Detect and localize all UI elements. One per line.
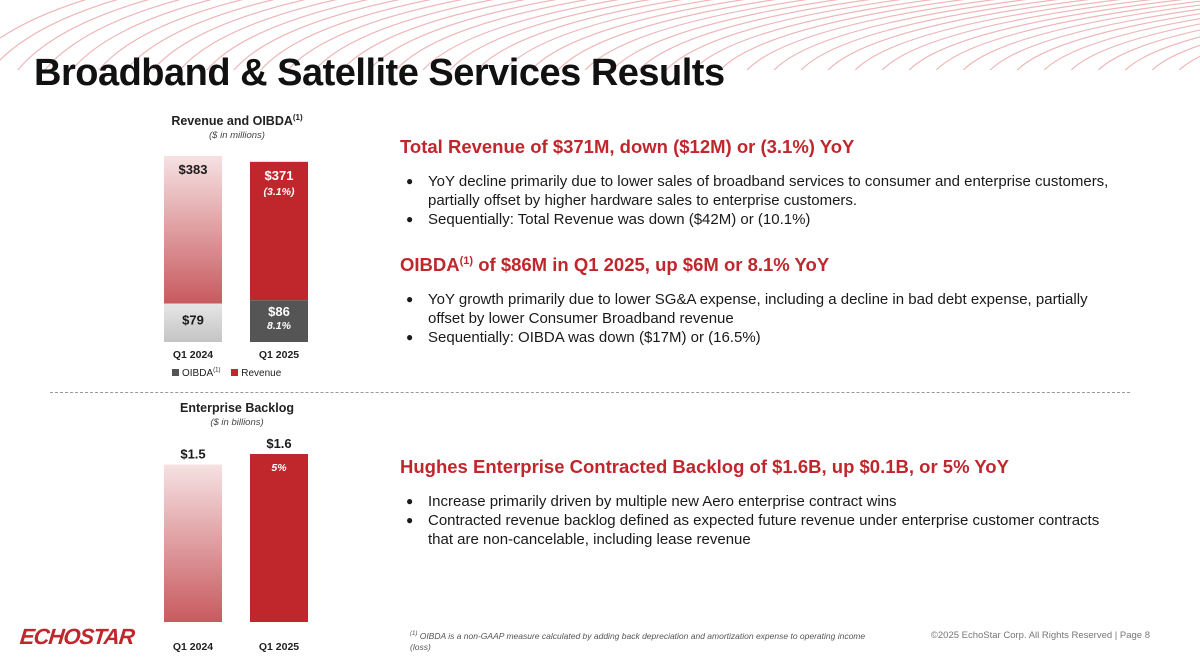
wave-line	[449, 0, 652, 70]
wave-line	[908, 0, 1184, 70]
wave-line	[71, 0, 212, 70]
x-tick-label: Q1 2024	[173, 641, 213, 653]
wave-line	[395, 0, 589, 70]
oibda-section: OIBDA(1) of $86M in Q1 2025, up $6M or 8…	[400, 254, 1120, 347]
backlog-data-label: $1.6	[266, 436, 291, 451]
backlog-bar	[164, 464, 222, 622]
oibda-bar	[250, 300, 308, 342]
legend-swatch-revenue	[231, 369, 239, 377]
wave-line	[44, 0, 181, 70]
wave-line	[1124, 36, 1200, 70]
backlog-heading: Hughes Enterprise Contracted Backlog of …	[400, 456, 1009, 477]
echostar-logo: ECHOSTAR	[18, 624, 136, 649]
bullet-item: YoY growth primarily due to lower SG&A e…	[400, 290, 1120, 328]
wave-line	[638, 0, 871, 70]
revenue-change-label: (3.1%)	[264, 186, 295, 198]
wave-line	[0, 0, 87, 39]
x-tick-label: Q1 2025	[259, 641, 299, 653]
bullet-item: Contracted revenue backlog defined as ex…	[400, 511, 1120, 549]
wave-line	[773, 0, 1028, 70]
wave-line	[530, 0, 746, 70]
bullet-item: Sequentially: Total Revenue was down ($4…	[400, 210, 1120, 229]
revenue-chart-header: Revenue and OIBDA(1) ($ in millions)	[137, 113, 337, 141]
wave-line	[827, 0, 1090, 70]
legend-item-oibda: OIBDA(1)	[172, 368, 220, 379]
revenue-chart-subtitle: ($ in millions)	[209, 130, 265, 142]
wave-line	[17, 0, 150, 70]
oibda-bar	[164, 303, 222, 342]
footnote: (1) OIBDA is a non-GAAP measure calculat…	[410, 630, 866, 652]
backlog-data-label: $1.5	[180, 447, 205, 462]
oibda-data-label: $86	[268, 304, 290, 319]
copyright-page-number: ©2025 EchoStar Corp. All Rights Reserved…	[930, 630, 1150, 641]
wave-line	[125, 0, 275, 70]
decorative-wave-lines	[0, 0, 1200, 70]
revenue-data-label: $383	[179, 162, 208, 177]
bullet-item: Increase primarily driven by multiple ne…	[400, 492, 1120, 511]
wave-line	[341, 0, 526, 70]
wave-line	[287, 0, 463, 70]
oibda-data-label: $79	[182, 313, 204, 328]
bullet-item: YoY decline primarily due to lower sales…	[400, 172, 1120, 210]
wave-line	[557, 0, 777, 70]
revenue-bar	[164, 156, 222, 304]
wave-line	[719, 0, 965, 70]
wave-line	[989, 8, 1200, 70]
oibda-bullets: YoY growth primarily due to lower SG&A e…	[400, 290, 1120, 347]
section-divider	[50, 392, 1130, 393]
revenue-chart-title: Revenue and OIBDA(1)	[171, 113, 303, 129]
legend-item-revenue: Revenue	[231, 368, 281, 379]
wave-line	[611, 0, 840, 70]
revenue-bar	[250, 161, 308, 301]
wave-line	[584, 0, 808, 70]
backlog-bullets: Increase primarily driven by multiple ne…	[400, 492, 1120, 549]
wave-line	[233, 0, 401, 70]
wave-line	[260, 0, 432, 70]
wave-line	[368, 0, 558, 70]
wave-line	[962, 4, 1200, 70]
wave-line	[314, 0, 495, 70]
backlog-chart-subtitle: ($ in billions)	[210, 417, 264, 428]
wave-line	[503, 0, 714, 70]
wave-line	[206, 0, 369, 70]
backlog-bar	[250, 454, 308, 622]
wave-line	[800, 0, 1059, 70]
x-tick-label: Q1 2025	[259, 349, 299, 361]
backlog-chart-title: Enterprise Backlog	[180, 401, 294, 415]
legend-swatch-oibda	[172, 369, 179, 377]
wave-line	[692, 0, 934, 70]
wave-line	[665, 0, 902, 70]
wave-line	[152, 0, 307, 70]
bullet-item: Sequentially: OIBDA was down ($17M) or (…	[400, 328, 1120, 347]
wave-line	[179, 0, 338, 70]
backlog-change-label: 5%	[271, 462, 287, 474]
revenue-oibda-chart: $383 $79 Q1 2024 $371 (3.1%) $868.1% Q1 2025	[164, 156, 308, 361]
wave-line	[98, 0, 244, 70]
wave-line	[1070, 23, 1200, 70]
oibda-change-label: 8.1%	[267, 320, 292, 332]
wave-line	[1016, 13, 1200, 70]
backlog-chart-header: Enterprise Backlog ($ in billions)	[137, 401, 337, 428]
wave-line	[1097, 29, 1200, 70]
wave-line	[854, 0, 1122, 70]
revenue-heading: Total Revenue of $371M, down ($12M) or (…	[400, 136, 855, 157]
wave-line	[422, 0, 620, 70]
revenue-section: Total Revenue of $371M, down ($12M) or (…	[400, 136, 1120, 229]
wave-line	[1178, 55, 1200, 70]
wave-line	[881, 0, 1153, 70]
wave-line	[746, 0, 996, 70]
enterprise-backlog-chart: $1.5 Q1 2024 $1.6 5% Q1 2025	[164, 436, 308, 653]
wave-line	[0, 0, 118, 61]
wave-line	[1151, 44, 1200, 70]
oibda-heading: OIBDA(1) of $86M in Q1 2025, up $6M or 8…	[400, 254, 830, 275]
revenue-chart-legend: OIBDA(1) Revenue	[172, 368, 289, 379]
revenue-bullets: YoY decline primarily due to lower sales…	[400, 172, 1120, 229]
wave-line	[935, 0, 1200, 70]
wave-line	[476, 0, 683, 70]
backlog-section: Hughes Enterprise Contracted Backlog of …	[400, 456, 1120, 549]
revenue-data-label: $371	[265, 168, 294, 183]
page-title: Broadband & Satellite Services Results	[34, 52, 725, 94]
wave-line	[1043, 17, 1200, 70]
x-tick-label: Q1 2024	[173, 349, 213, 361]
